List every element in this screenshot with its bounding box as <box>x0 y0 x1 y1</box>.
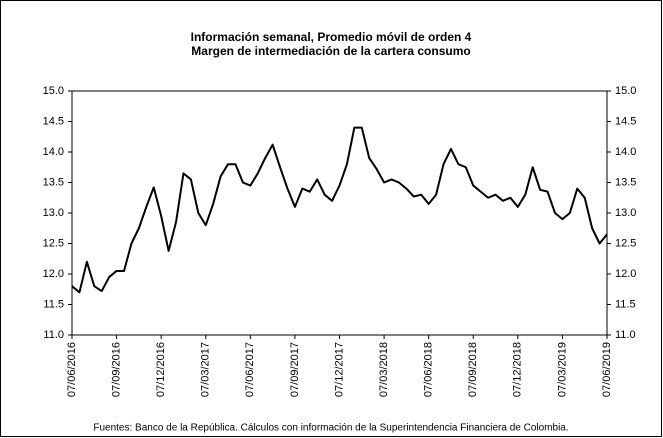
y-tick-label: 15.0 <box>43 85 64 97</box>
x-tick-label: 07/03/2019 <box>556 342 568 397</box>
y2-tick-label: 13.0 <box>615 207 636 219</box>
x-tick-label: 07/03/2017 <box>200 342 212 397</box>
y-tick-label: 13.5 <box>43 176 64 188</box>
x-tick-label: 07/09/2016 <box>110 342 122 397</box>
y-tick-label: 12.5 <box>43 237 64 249</box>
x-tick-label: 07/12/2017 <box>333 342 345 397</box>
x-tick-label: 07/06/2017 <box>244 342 256 397</box>
y2-tick-label: 13.5 <box>615 176 636 188</box>
x-tick-label: 07/12/2016 <box>155 342 167 397</box>
y-tick-label: 13.0 <box>43 207 64 219</box>
y-tick-label: 14.5 <box>43 115 64 127</box>
y-tick-label: 14.0 <box>43 146 64 158</box>
y2-tick-label: 14.5 <box>615 115 636 127</box>
y2-tick-label: 12.5 <box>615 237 636 249</box>
y2-tick-label: 11.5 <box>615 298 636 310</box>
x-tick-label: 07/06/2019 <box>601 342 613 397</box>
x-tick-label: 07/12/2018 <box>512 342 524 397</box>
y2-tick-label: 14.0 <box>615 146 636 158</box>
x-tick-label: 07/06/2016 <box>66 342 78 397</box>
data-line <box>71 126 608 294</box>
x-tick-label: 07/06/2018 <box>423 342 435 397</box>
chart-title: Información semanal, Promedio móvil de o… <box>191 30 472 44</box>
y2-tick-label: 11.0 <box>615 329 636 341</box>
chart-subtitle: Margen de intermediación de la cartera c… <box>191 44 470 58</box>
y2-tick-label: 12.0 <box>615 268 636 280</box>
x-tick-label: 07/09/2017 <box>289 342 301 397</box>
y-tick-label: 11.0 <box>43 329 64 341</box>
y-tick-label: 11.5 <box>43 298 64 310</box>
source-note: Fuentes: Banco de la República. Cálculos… <box>93 423 568 434</box>
y2-tick-label: 15.0 <box>615 85 636 97</box>
x-tick-label: 07/09/2018 <box>467 342 479 397</box>
y-tick-label: 12.0 <box>43 268 64 280</box>
x-tick-label: 07/03/2018 <box>378 342 390 397</box>
